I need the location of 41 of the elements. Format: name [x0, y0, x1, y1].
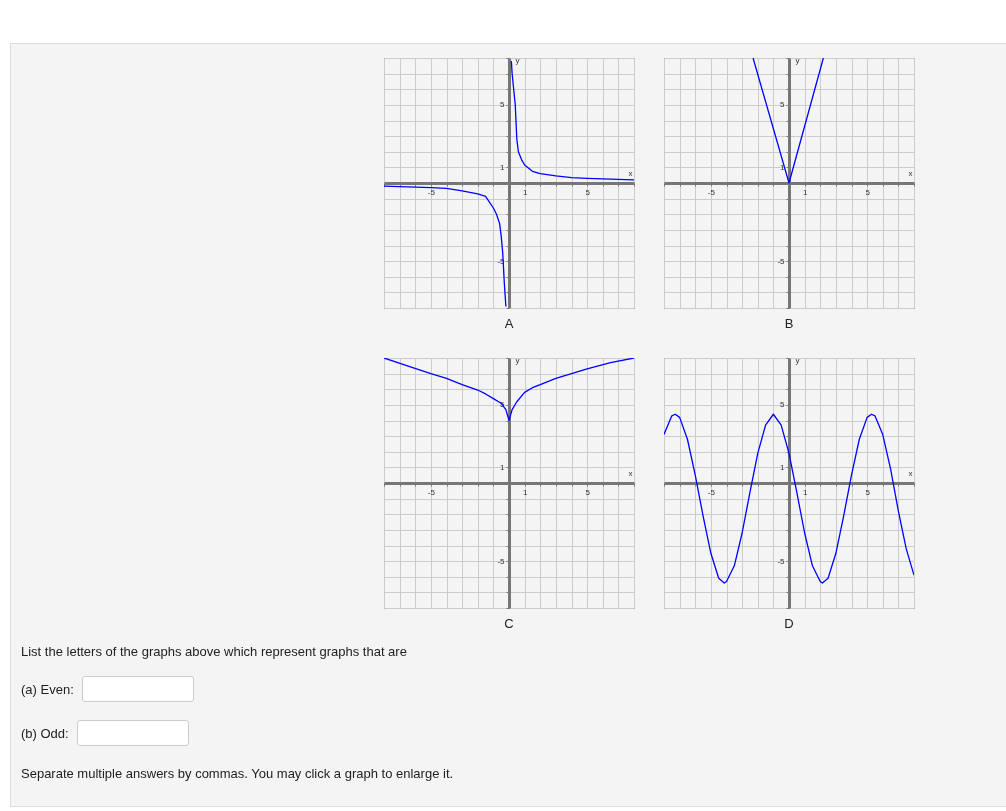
- x-tick-label: -5: [707, 487, 716, 497]
- x-tick-label: -5: [707, 187, 716, 197]
- line-series: [510, 60, 634, 181]
- x-tick-label: 1: [802, 187, 808, 197]
- text: D: [784, 616, 794, 631]
- text: Separate multiple answers by commas. You may click a graph to enlarge it.: [21, 766, 454, 781]
- line-series: [384, 185, 507, 308]
- text: A: [504, 316, 514, 331]
- x-axis-title: x: [908, 168, 913, 178]
- y-tick-label: -5: [777, 256, 786, 266]
- y-tick-label: 1: [780, 462, 786, 472]
- text: List the letters of the graphs above which represent graphs that are: [21, 644, 407, 659]
- y-tick-label: 5: [780, 100, 786, 110]
- y-tick-label: 1: [500, 162, 506, 172]
- y-tick-label: 5: [500, 100, 506, 110]
- x-tick-label: -5: [427, 487, 436, 497]
- x-axis-title: x: [628, 168, 633, 178]
- x-tick-label: 5: [585, 487, 591, 497]
- text: (b) Odd:: [21, 726, 69, 741]
- y-axis-title: y: [515, 55, 520, 65]
- x-tick-label: -5: [427, 187, 436, 197]
- y-axis-title: y: [795, 355, 800, 365]
- text: B: [784, 316, 794, 331]
- y-tick-label: -5: [777, 556, 786, 566]
- y-axis-title: y: [795, 55, 800, 65]
- text: C: [504, 616, 514, 631]
- y-tick-label: -5: [497, 556, 506, 566]
- text: (a) Even:: [21, 682, 74, 697]
- y-axis-title: y: [515, 355, 520, 365]
- x-axis-title: x: [908, 468, 913, 478]
- y-tick-label: 1: [500, 462, 506, 472]
- x-tick-label: 1: [522, 187, 528, 197]
- y-tick-label: 1: [780, 162, 786, 172]
- x-tick-label: 1: [802, 487, 808, 497]
- y-tick-label: 5: [780, 400, 786, 410]
- x-tick-label: 5: [865, 187, 871, 197]
- x-tick-label: 5: [585, 187, 591, 197]
- x-axis-title: x: [628, 468, 633, 478]
- x-tick-label: 1: [522, 487, 528, 497]
- line-series: [664, 413, 914, 584]
- x-tick-label: 5: [865, 487, 871, 497]
